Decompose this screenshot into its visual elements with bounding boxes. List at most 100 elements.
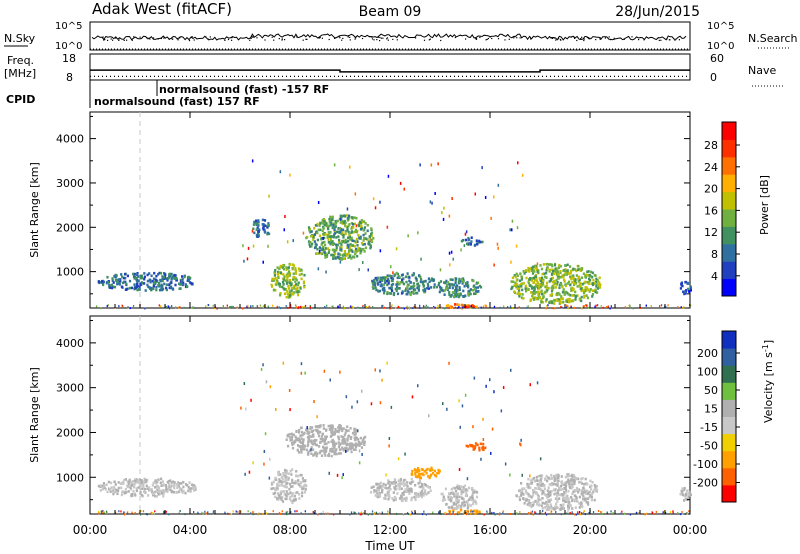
sky-point (153, 37, 155, 39)
range-gate-cell (247, 510, 249, 513)
range-gate-cell (354, 230, 357, 234)
range-gate-cell (425, 304, 427, 307)
range-gate-cell (280, 265, 283, 269)
range-gate-cell (270, 487, 273, 491)
range-gate-cell (538, 487, 541, 490)
range-gate-cell (303, 305, 305, 308)
range-gate-cell (466, 509, 469, 513)
range-gate-cell (116, 492, 119, 496)
range-gate-cell (311, 442, 314, 446)
range-gate-cell (358, 222, 361, 225)
range-gate-cell (277, 481, 280, 484)
range-gate-cell (379, 200, 381, 204)
range-gate-cell (527, 492, 530, 496)
range-gate-cell (523, 487, 526, 490)
range-gate-cell (458, 277, 461, 281)
range-gate-cell (457, 292, 460, 296)
range-gate-cell (360, 241, 364, 245)
range-gate-cell (682, 290, 685, 294)
range-gate-cell (580, 299, 583, 303)
range-gate-cell (273, 288, 276, 292)
range-gate-cell (323, 236, 326, 240)
sky-point (581, 36, 583, 38)
sky-point (486, 38, 488, 40)
range-gate-cell (232, 306, 234, 308)
range-gate-cell (272, 487, 275, 490)
range-gate-cell (392, 491, 395, 494)
range-gate-cell (306, 452, 310, 455)
range-gate-cell (285, 497, 288, 501)
range-gate-cell (414, 473, 417, 476)
range-gate-cell (453, 495, 456, 498)
range-gate-cell (588, 273, 591, 277)
range-gate-cell (338, 230, 341, 234)
range-gate-cell (146, 513, 148, 516)
range-gate-cell (155, 274, 158, 278)
range-gate-cell (532, 491, 535, 494)
range-gate-cell (175, 277, 178, 280)
sky-point (589, 37, 591, 39)
range-gate-cell (324, 446, 327, 450)
range-gate-cell (545, 263, 548, 266)
range-gate-cell (122, 276, 125, 280)
range-gate-cell (336, 243, 339, 247)
range-gate-cell (684, 280, 687, 284)
range-gate-cell (465, 305, 467, 308)
range-gate-cell (462, 304, 465, 307)
range-gate-cell (132, 305, 135, 307)
range-gate-cell (139, 276, 142, 280)
range-gate-cell (319, 221, 322, 225)
range-gate-cell (539, 478, 542, 481)
range-gate-cell (365, 237, 368, 240)
range-gate-cell (304, 371, 306, 375)
range-gate-cell (300, 494, 304, 498)
range-gate-cell (285, 282, 289, 285)
range-gate-cell (330, 434, 333, 437)
range-gate-cell (163, 282, 166, 286)
range-gate-cell (542, 292, 545, 296)
range-gate-cell (470, 498, 473, 502)
range-gate-cell (392, 499, 395, 502)
range-gate-cell (362, 229, 365, 232)
range-gate-cell (103, 484, 106, 487)
range-gate-cell (349, 246, 351, 249)
range-gate-cell (297, 444, 300, 447)
range-gate-cell (522, 493, 525, 496)
power-ylabel: Slant Range [km] (28, 162, 41, 258)
range-gate-cell (534, 264, 537, 268)
range-gate-cell (290, 499, 293, 503)
range-gate-cell (150, 286, 153, 290)
range-gate-cell (310, 435, 313, 438)
range-gate-cell (281, 500, 285, 503)
range-gate-cell (545, 284, 548, 288)
range-gate-cell (677, 512, 679, 514)
range-gate-cell (319, 424, 322, 428)
range-gate-cell (553, 280, 556, 283)
range-gate-cell (272, 278, 275, 281)
range-gate-cell (289, 439, 292, 442)
range-gate-cell (469, 288, 472, 291)
colorbar-segment (722, 348, 736, 366)
range-gate-cell (350, 446, 353, 449)
range-gate-cell (509, 305, 512, 308)
range-gate-cell (541, 507, 544, 510)
range-gate-cell (562, 503, 565, 506)
range-gate-cell (581, 307, 583, 310)
range-gate-cell (535, 279, 538, 282)
range-gate-cell (143, 277, 146, 281)
range-gate-cell (303, 285, 306, 289)
range-gate-cell (274, 277, 277, 280)
range-gate-cell (401, 280, 404, 284)
range-gate-cell (360, 224, 363, 228)
range-gate-cell (365, 306, 368, 309)
range-gate-cell (595, 485, 598, 488)
range-gate-cell (303, 483, 307, 487)
range-gate-cell (306, 436, 309, 439)
range-gate-cell (132, 480, 135, 483)
range-gate-cell (455, 498, 458, 502)
range-gate-cell (169, 485, 173, 489)
range-gate-cell (141, 482, 144, 486)
range-gate-cell (534, 511, 536, 514)
sky-point (475, 38, 477, 40)
